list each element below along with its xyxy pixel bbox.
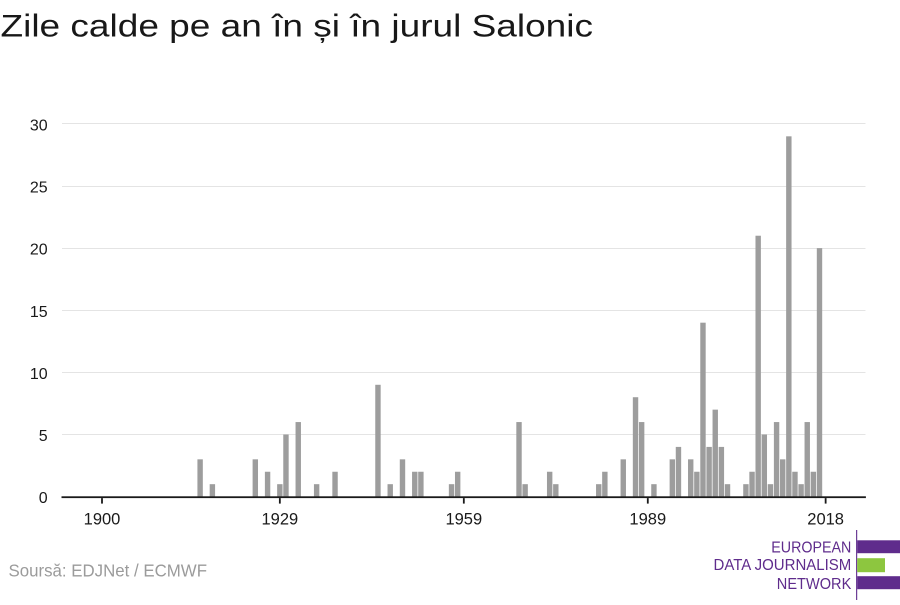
svg-text:1929: 1929 [261, 510, 298, 528]
svg-text:15: 15 [30, 304, 48, 321]
svg-text:EUROPEAN: EUROPEAN [771, 539, 851, 556]
svg-text:1959: 1959 [445, 510, 482, 528]
svg-text:25: 25 [30, 180, 48, 197]
svg-text:Zile calde pe an în și în juru: Zile calde pe an în și în jurul Salonic [1, 7, 594, 43]
svg-text:1989: 1989 [629, 510, 666, 528]
svg-text:0: 0 [39, 490, 48, 507]
svg-text:30: 30 [30, 118, 48, 135]
svg-text:2018: 2018 [807, 510, 844, 528]
svg-text:DATA JOURNALISM: DATA JOURNALISM [714, 557, 852, 574]
svg-text:20: 20 [30, 242, 48, 259]
svg-text:Soursă: EDJNet / ECMWF: Soursă: EDJNet / ECMWF [9, 561, 208, 581]
svg-text:NETWORK: NETWORK [777, 576, 852, 593]
svg-text:10: 10 [30, 366, 48, 383]
svg-text:5: 5 [39, 428, 48, 445]
svg-text:1900: 1900 [84, 510, 121, 528]
